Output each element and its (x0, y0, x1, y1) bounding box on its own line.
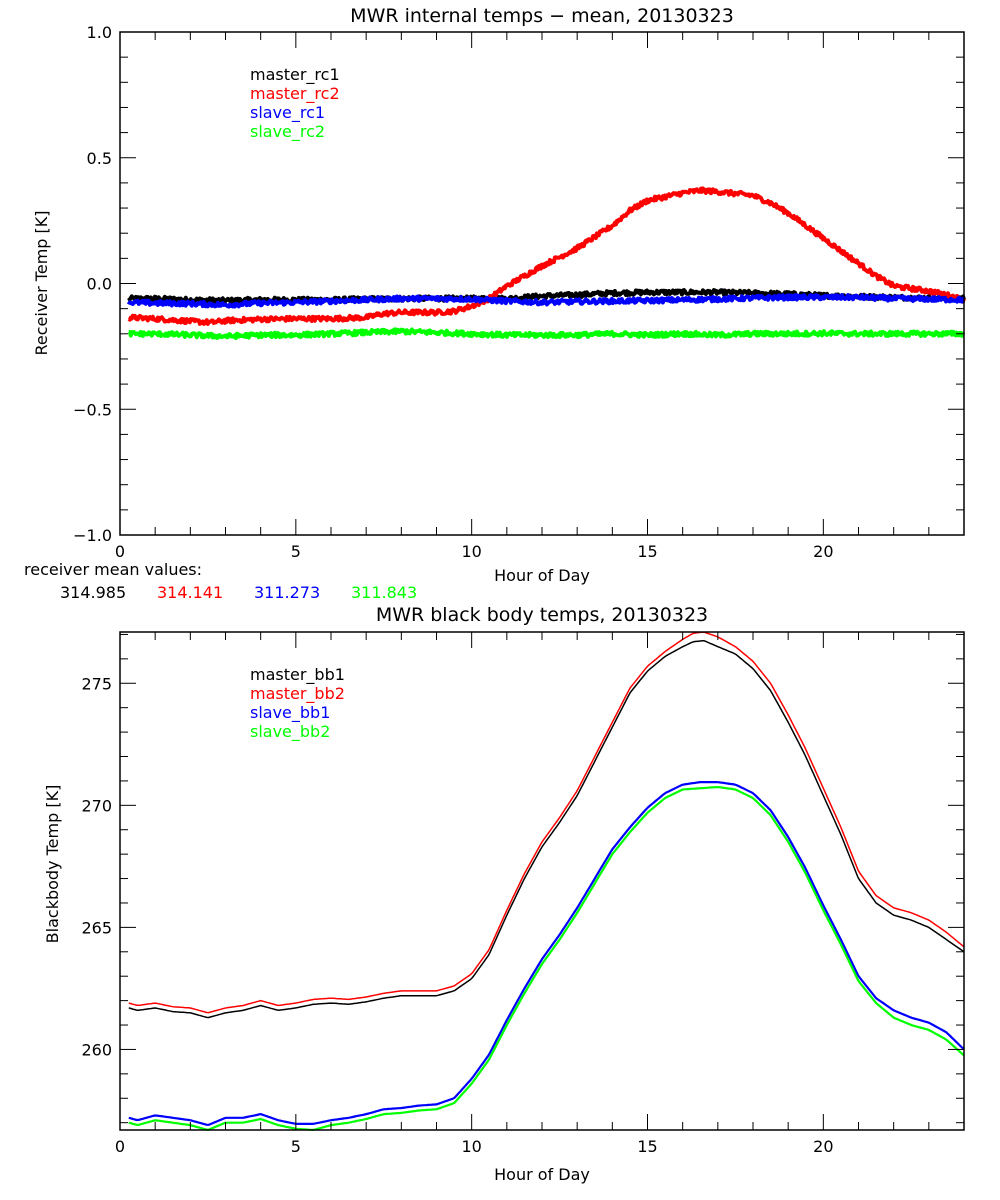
receiver-y-tick-label: −0.5 (73, 400, 112, 419)
receiver-legend-entry-slave-rc2: slave_rc2 (250, 122, 325, 142)
blackbody-y-tick-label: 260 (81, 1040, 112, 1059)
receiver-y-tick-label: −1.0 (73, 526, 112, 545)
blackbody-series-group (128, 631, 965, 1132)
blackbody-series-master-bb2 (128, 631, 965, 1014)
blackbody-legend-entry-slave-bb2: slave_bb2 (250, 722, 330, 742)
receiver-legend-entry-master-rc1: master_rc1 (250, 65, 340, 85)
blackbody-y-tick-label: 265 (81, 918, 112, 937)
blackbody-y-tick-label: 270 (81, 796, 112, 815)
blackbody-y-axis-label: Blackbody Temp [K] (43, 785, 62, 944)
blackbody-chart-title: MWR black body temps, 20130323 (376, 604, 708, 626)
blackbody-temp-panel: MWR black body temps, 20130323 0 5 10 15 20 2… (43, 604, 965, 1184)
blackbody-x-tick-label: 0 (115, 1137, 125, 1156)
blackbody-x-tick-label: 15 (637, 1137, 657, 1156)
receiver-x-tick-label: 5 (291, 542, 301, 561)
receiver-legend-entry-master-rc2: master_rc2 (250, 84, 340, 104)
blackbody-legend-entry-slave-bb1: slave_bb1 (250, 703, 330, 723)
blackbody-axes: 0 5 10 15 20 260 265 270 275 (81, 631, 965, 1156)
blackbody-series-slave-bb2 (128, 785, 965, 1132)
receiver-y-tick-label: 0.0 (87, 275, 112, 294)
receiver-x-tick-label: 15 (637, 542, 657, 561)
blackbody-legend-entry-master-bb1: master_bb1 (250, 665, 345, 685)
receiver-axes: 0 5 10 15 20 −1.0 −0.5 0.0 0.5 1.0 (73, 23, 965, 561)
receiver-mean-values-label: receiver mean values: (24, 560, 202, 579)
receiver-mean-value-2: 314.141 (157, 583, 223, 602)
receiver-temp-panel: MWR internal temps − mean, 20130323 0 5 10… (24, 5, 966, 602)
receiver-mean-values: 314.985 314.141 311.273 311.843 (60, 583, 417, 602)
receiver-series-master-rc2 (127, 186, 966, 326)
receiver-mean-value-4: 311.843 (351, 583, 417, 602)
receiver-y-axis-label: Receiver Temp [K] (32, 210, 51, 355)
receiver-x-tick-label: 0 (115, 542, 125, 561)
blackbody-y-tick-label: 275 (81, 674, 112, 693)
receiver-y-tick-label: 1.0 (87, 23, 112, 42)
blackbody-x-tick-label: 20 (813, 1137, 833, 1156)
receiver-series-group (126, 186, 966, 341)
receiver-x-tick-label: 20 (813, 542, 833, 561)
receiver-mean-value-3: 311.273 (254, 583, 320, 602)
receiver-chart-title: MWR internal temps − mean, 20130323 (350, 5, 734, 27)
receiver-x-tick-label: 10 (461, 542, 481, 561)
receiver-mean-value-1: 314.985 (60, 583, 126, 602)
receiver-series-slave-rc1 (126, 293, 965, 309)
blackbody-series-slave-bb1 (128, 780, 965, 1126)
receiver-y-tick-label: 0.5 (87, 149, 112, 168)
blackbody-series-master-bb1 (128, 639, 965, 1019)
blackbody-x-axis-label: Hour of Day (494, 1165, 590, 1184)
receiver-x-axis-label: Hour of Day (494, 566, 590, 585)
blackbody-x-tick-label: 10 (461, 1137, 481, 1156)
blackbody-legend-entry-master-bb2: master_bb2 (250, 684, 345, 704)
blackbody-x-tick-label: 5 (291, 1137, 301, 1156)
receiver-legend-entry-slave-rc1: slave_rc1 (250, 103, 325, 123)
receiver-series-slave-rc2 (127, 327, 966, 341)
